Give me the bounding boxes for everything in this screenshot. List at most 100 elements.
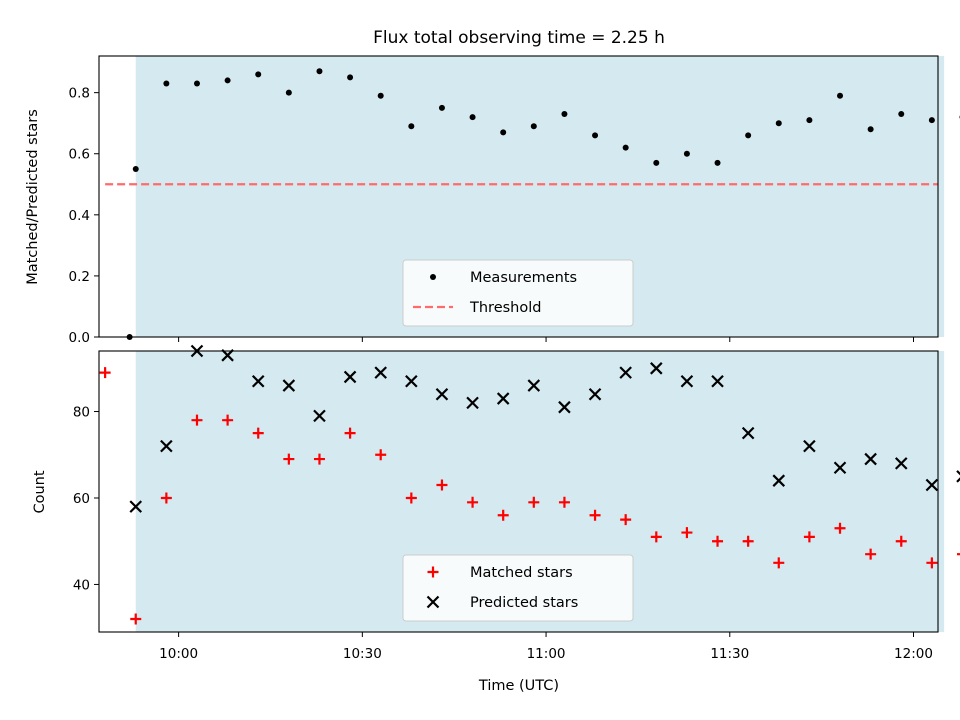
measurement-point — [775, 120, 782, 127]
predicted-star-point — [496, 392, 510, 405]
ratio-legend-box — [402, 259, 634, 327]
matched-star-point — [620, 514, 632, 526]
matched-star-point — [834, 522, 846, 534]
matched-star-point — [497, 509, 509, 521]
predicted-star-point — [864, 452, 877, 466]
matched-star-point — [130, 613, 142, 625]
predicted-star-point — [251, 374, 265, 388]
predicted-star-point — [558, 400, 571, 414]
matched-star-point — [252, 427, 264, 439]
ratio-legend: Measurements Threshold — [402, 259, 634, 327]
predicted-star-point — [129, 500, 143, 513]
measurement-point — [163, 80, 170, 87]
matched-star-point — [742, 535, 754, 547]
measurement-point — [255, 71, 262, 78]
matched-star-point — [344, 427, 356, 439]
chart-title: Flux total observing time = 2.25 h — [373, 28, 665, 48]
measurement-point — [837, 92, 844, 99]
matched-star-point — [160, 492, 172, 504]
predicted-star-point — [650, 362, 663, 375]
legend-label: Measurements — [470, 270, 577, 286]
predicted-star-point — [956, 470, 960, 483]
ratio-y-tick-label: 0.4 — [69, 208, 90, 224]
bottom-y-axis-label: Count — [32, 470, 48, 513]
matched-star-point — [405, 492, 417, 504]
predicted-star-point — [833, 461, 847, 475]
matched-star-point — [528, 496, 540, 508]
predicted-star-point — [680, 374, 694, 388]
legend-label: Predicted stars — [470, 595, 578, 611]
measurement-point — [193, 80, 200, 87]
measurement-point — [806, 117, 813, 124]
predicted-star-point — [588, 387, 602, 401]
matched-star-point — [865, 548, 877, 560]
matched-star-point — [191, 414, 203, 426]
count-panel: 40 60 80 10:00 10:30 11:00 11:30 12:00 Matched s… — [73, 344, 960, 662]
measurement-point — [530, 123, 537, 130]
top-y-axis-label: Matched/Predicted stars — [25, 109, 41, 285]
matched-star-point — [589, 509, 601, 521]
count-panel-frame — [98, 350, 939, 633]
legend-label: Matched stars — [470, 565, 573, 581]
x-tick-label: 11:00 — [527, 646, 566, 662]
predicted-star-point — [435, 387, 449, 401]
ratio-y-tick-label: 0.8 — [69, 86, 90, 102]
measurement-point — [683, 150, 690, 157]
matched-star-point — [283, 453, 295, 465]
matched-star-point — [803, 531, 815, 543]
matched-star-point — [681, 527, 693, 539]
ratio-panel: 0.0 0.2 0.4 0.6 0.8 Measurements Threshold — [69, 55, 960, 346]
predicted-star-point — [925, 478, 939, 492]
measurement-point — [653, 159, 660, 166]
measurement-point — [561, 111, 568, 118]
matched-star-point — [650, 531, 662, 543]
matched-star-point — [222, 414, 234, 426]
legend-measurement-marker — [430, 274, 436, 280]
measurement-point — [592, 132, 599, 139]
matched-star-point — [558, 496, 570, 508]
predicted-star-point — [221, 349, 234, 362]
matched-star-point — [375, 449, 387, 461]
measurement-point — [408, 123, 415, 130]
ratio-panel-frame — [98, 55, 939, 338]
predicted-star-point — [282, 379, 296, 392]
measurement-point — [132, 166, 139, 173]
legend-label: Threshold — [469, 300, 541, 316]
x-tick-label: 10:30 — [343, 646, 382, 662]
measurement-point — [469, 114, 476, 121]
measurement-point — [285, 89, 292, 96]
count-legend: Matched stars Predicted stars — [402, 554, 634, 622]
measurement-point — [438, 104, 445, 111]
measurement-point — [224, 77, 231, 84]
count-legend-box — [402, 554, 634, 622]
measurement-point — [714, 159, 721, 166]
matched-star-point — [712, 535, 724, 547]
x-tick-label: 10:00 — [159, 646, 198, 662]
count-y-tick-label: 80 — [73, 405, 90, 421]
predicted-star-point — [741, 426, 755, 440]
x-axis-label: Time (UTC) — [478, 678, 559, 694]
matched-star-point — [467, 496, 479, 508]
measurement-point — [347, 74, 354, 81]
matched-star-point — [773, 557, 785, 569]
predicted-star-point — [374, 366, 387, 379]
measurement-point — [867, 126, 874, 133]
predicted-star-point — [619, 366, 632, 379]
legend-matched-marker — [427, 566, 439, 578]
measurement-point — [377, 92, 384, 99]
matched-star-point — [436, 479, 448, 491]
measurement-point — [898, 111, 905, 118]
measurement-point — [316, 68, 323, 75]
matched-star-point — [956, 553, 960, 556]
predicted-star-point — [894, 457, 908, 470]
matched-star-point — [99, 367, 111, 379]
count-y-tick-label: 60 — [73, 491, 90, 507]
predicted-star-point — [803, 439, 816, 453]
ratio-y-tick-label: 0.2 — [69, 269, 90, 285]
ratio-y-tick-label: 0.0 — [69, 330, 90, 346]
ratio-y-tick-label: 0.6 — [69, 147, 90, 163]
matched-star-point — [895, 535, 907, 547]
predicted-star-point — [466, 396, 479, 410]
measurement-point — [622, 144, 629, 151]
